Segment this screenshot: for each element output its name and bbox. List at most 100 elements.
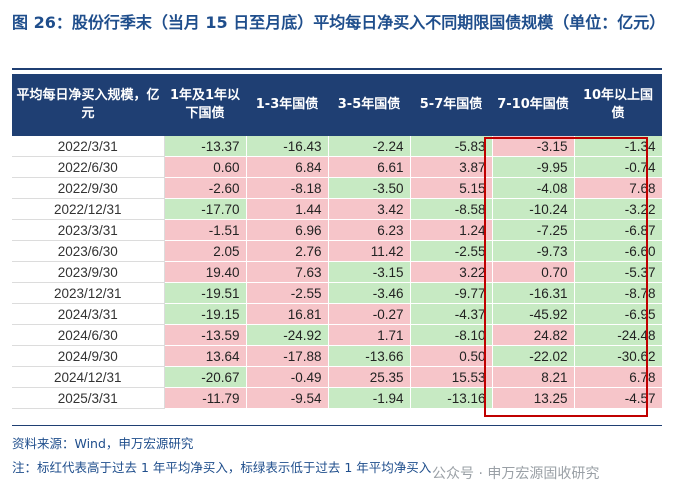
value-cell: -1.34 bbox=[574, 136, 663, 157]
value-cell: 6.61 bbox=[328, 156, 411, 178]
header-cell: 10年以上国债 bbox=[574, 74, 662, 136]
value-cell: 7.63 bbox=[246, 261, 329, 283]
value-cell: -2.55 bbox=[246, 282, 329, 304]
header-cell: 1-3年国债 bbox=[246, 74, 328, 136]
value-cell: 24.82 bbox=[492, 324, 575, 346]
value-cell: -20.67 bbox=[164, 366, 247, 388]
value-cell: -9.77 bbox=[410, 282, 493, 304]
table-row: 2022/12/31 -17.70 1.44 3.42 -8.58 -10.24 -3.22 bbox=[12, 198, 663, 220]
value-cell: 19.40 bbox=[164, 261, 247, 283]
value-cell: -3.22 bbox=[574, 198, 663, 220]
value-cell: -13.66 bbox=[328, 345, 411, 367]
value-cell: -4.08 bbox=[492, 177, 575, 199]
value-cell: 25.35 bbox=[328, 366, 411, 388]
value-cell: -2.60 bbox=[164, 177, 247, 199]
table-row: 2023/3/31 -1.51 6.96 6.23 1.24 -7.25 -6.87 bbox=[12, 219, 663, 241]
value-cell: -4.37 bbox=[410, 303, 493, 325]
value-cell: -16.31 bbox=[492, 282, 575, 304]
value-cell: 7.68 bbox=[574, 177, 663, 199]
value-cell: -17.88 bbox=[246, 345, 329, 367]
table-row: 2024/12/31 -20.67 -0.49 25.35 15.53 8.21 6.78 bbox=[12, 366, 663, 388]
value-cell: -5.83 bbox=[410, 136, 493, 157]
row-date: 2022/12/31 bbox=[12, 198, 165, 220]
row-date: 2024/3/31 bbox=[12, 303, 165, 325]
header-cell: 1年及1年以下国债 bbox=[164, 74, 246, 136]
header-cell: 平均每日净买入规模，亿元 bbox=[12, 74, 164, 136]
value-cell: 6.23 bbox=[328, 219, 411, 241]
row-date: 2022/3/31 bbox=[12, 136, 165, 157]
table-row: 2024/9/30 13.64 -17.88 -13.66 0.50 -22.02 -30.… bbox=[12, 345, 663, 367]
figure-title: 图 26：股份行季末（当月 15 日至月底）平均每日净买入不同期限国债规模（单位… bbox=[12, 13, 666, 32]
value-cell: 6.96 bbox=[246, 219, 329, 241]
value-cell: -6.87 bbox=[574, 219, 663, 241]
value-cell: -8.10 bbox=[410, 324, 493, 346]
value-cell: -13.59 bbox=[164, 324, 247, 346]
value-cell: 1.44 bbox=[246, 198, 329, 220]
value-cell: -22.02 bbox=[492, 345, 575, 367]
value-cell: 11.42 bbox=[328, 240, 411, 262]
watermark: 公众号 · 申万宏源固收研究 bbox=[432, 466, 600, 482]
value-cell: -4.57 bbox=[574, 387, 663, 409]
row-date: 2024/12/31 bbox=[12, 366, 165, 388]
row-date: 2023/9/30 bbox=[12, 261, 165, 283]
value-cell: -11.79 bbox=[164, 387, 247, 409]
value-cell: -17.70 bbox=[164, 198, 247, 220]
value-cell: -3.50 bbox=[328, 177, 411, 199]
value-cell: -19.51 bbox=[164, 282, 247, 304]
value-cell: -8.18 bbox=[246, 177, 329, 199]
source-note: 资料来源：Wind，申万宏源研究 bbox=[12, 436, 194, 451]
value-cell: -3.15 bbox=[492, 136, 575, 157]
value-cell: -6.60 bbox=[574, 240, 663, 262]
row-date: 2023/6/30 bbox=[12, 240, 165, 262]
table-row: 2025/3/31 -11.79 -9.54 -1.94 -13.16 13.25 -4.5… bbox=[12, 387, 663, 409]
row-date: 2023/12/31 bbox=[12, 282, 165, 304]
value-cell: -7.25 bbox=[492, 219, 575, 241]
value-cell: -19.15 bbox=[164, 303, 247, 325]
value-cell: -24.92 bbox=[246, 324, 329, 346]
value-cell: -9.73 bbox=[492, 240, 575, 262]
value-cell: -8.78 bbox=[574, 282, 663, 304]
value-cell: 0.70 bbox=[492, 261, 575, 283]
value-cell: -0.27 bbox=[328, 303, 411, 325]
value-cell: 6.78 bbox=[574, 366, 663, 388]
row-date: 2024/6/30 bbox=[12, 324, 165, 346]
value-cell: 2.76 bbox=[246, 240, 329, 262]
value-cell: -6.95 bbox=[574, 303, 663, 325]
value-cell: -9.95 bbox=[492, 156, 575, 178]
value-cell: -16.43 bbox=[246, 136, 329, 157]
value-cell: -0.49 bbox=[246, 366, 329, 388]
value-cell: -13.16 bbox=[410, 387, 493, 409]
value-cell: 8.21 bbox=[492, 366, 575, 388]
row-date: 2022/6/30 bbox=[12, 156, 165, 178]
bond-purchase-table: 平均每日净买入规模，亿元 1年及1年以下国债 1-3年国债 3-5年国债 5-7… bbox=[12, 74, 663, 409]
value-cell: 3.42 bbox=[328, 198, 411, 220]
value-cell: -24.48 bbox=[574, 324, 663, 346]
header-cell: 5-7年国债 bbox=[410, 74, 492, 136]
value-cell: -5.37 bbox=[574, 261, 663, 283]
value-cell: 1.71 bbox=[328, 324, 411, 346]
title-divider bbox=[12, 68, 662, 70]
table-row: 2022/6/30 0.60 6.84 6.61 3.87 -9.95 -0.74 bbox=[12, 156, 663, 178]
value-cell: 16.81 bbox=[246, 303, 329, 325]
value-cell: 3.22 bbox=[410, 261, 493, 283]
value-cell: 13.64 bbox=[164, 345, 247, 367]
value-cell: 2.05 bbox=[164, 240, 247, 262]
value-cell: -13.37 bbox=[164, 136, 247, 157]
row-date: 2023/3/31 bbox=[12, 219, 165, 241]
value-cell: -3.46 bbox=[328, 282, 411, 304]
value-cell: 0.60 bbox=[164, 156, 247, 178]
header-cell: 7-10年国债 bbox=[492, 74, 574, 136]
row-date: 2022/9/30 bbox=[12, 177, 165, 199]
table-row: 2024/6/30 -13.59 -24.92 1.71 -8.10 24.82 -24.4… bbox=[12, 324, 663, 346]
value-cell: -30.62 bbox=[574, 345, 663, 367]
value-cell: -10.24 bbox=[492, 198, 575, 220]
value-cell: -2.24 bbox=[328, 136, 411, 157]
table-body: 2022/3/31 -13.37 -16.43 -2.24 -5.83 -3.15 -1.3… bbox=[12, 136, 663, 409]
value-cell: -45.92 bbox=[492, 303, 575, 325]
value-cell: -1.94 bbox=[328, 387, 411, 409]
table-row: 2022/9/30 -2.60 -8.18 -3.50 5.15 -4.08 7.68 bbox=[12, 177, 663, 199]
table-row: 2023/9/30 19.40 7.63 -3.15 3.22 0.70 -5.37 bbox=[12, 261, 663, 283]
value-cell: -8.58 bbox=[410, 198, 493, 220]
value-cell: -9.54 bbox=[246, 387, 329, 409]
table-header-row: 平均每日净买入规模，亿元 1年及1年以下国债 1-3年国债 3-5年国债 5-7… bbox=[12, 74, 662, 136]
